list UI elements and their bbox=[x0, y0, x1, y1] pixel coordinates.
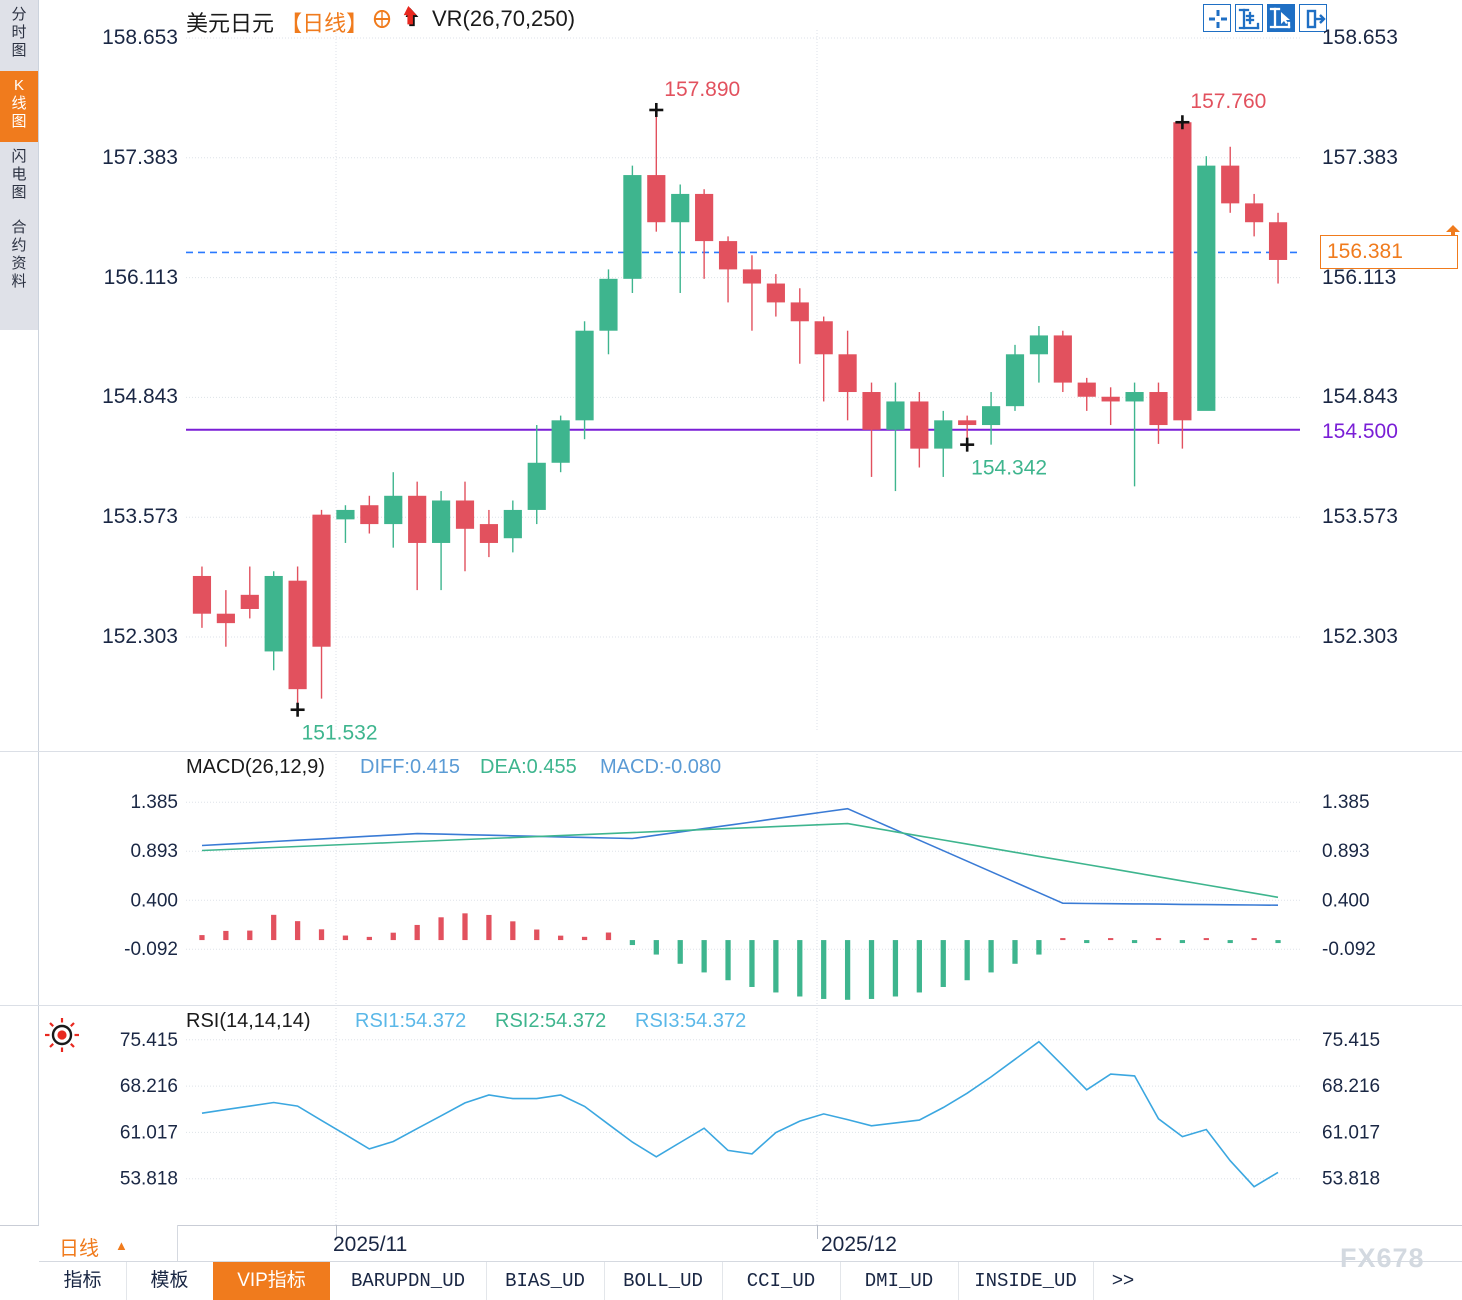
svg-text:61.017: 61.017 bbox=[1322, 1122, 1380, 1143]
svg-text:DEA:0.455: DEA:0.455 bbox=[480, 756, 577, 778]
svg-text:53.818: 53.818 bbox=[120, 1169, 178, 1190]
svg-text:RSI2:54.372: RSI2:54.372 bbox=[495, 1010, 606, 1032]
svg-text:0.400: 0.400 bbox=[1322, 890, 1370, 911]
svg-text:1.385: 1.385 bbox=[1322, 792, 1370, 813]
svg-text:75.415: 75.415 bbox=[120, 1030, 178, 1051]
svg-text:DIFF:0.415: DIFF:0.415 bbox=[360, 756, 460, 778]
svg-text:0.400: 0.400 bbox=[130, 890, 178, 911]
svg-text:0.893: 0.893 bbox=[130, 841, 178, 862]
svg-text:MACD:-0.080: MACD:-0.080 bbox=[600, 756, 721, 778]
svg-text:RSI1:54.372: RSI1:54.372 bbox=[355, 1010, 466, 1032]
svg-text:-0.092: -0.092 bbox=[124, 939, 178, 960]
svg-text:MACD(26,12,9): MACD(26,12,9) bbox=[186, 756, 325, 778]
svg-text:75.415: 75.415 bbox=[1322, 1030, 1380, 1051]
svg-text:68.216: 68.216 bbox=[120, 1076, 178, 1097]
svg-text:-0.092: -0.092 bbox=[1322, 939, 1376, 960]
svg-text:1.385: 1.385 bbox=[130, 792, 178, 813]
svg-text:0.893: 0.893 bbox=[1322, 841, 1370, 862]
svg-text:RSI(14,14,14): RSI(14,14,14) bbox=[186, 1010, 311, 1032]
svg-text:61.017: 61.017 bbox=[120, 1122, 178, 1143]
svg-text:RSI3:54.372: RSI3:54.372 bbox=[635, 1010, 746, 1032]
svg-text:53.818: 53.818 bbox=[1322, 1169, 1380, 1190]
svg-text:68.216: 68.216 bbox=[1322, 1076, 1380, 1097]
